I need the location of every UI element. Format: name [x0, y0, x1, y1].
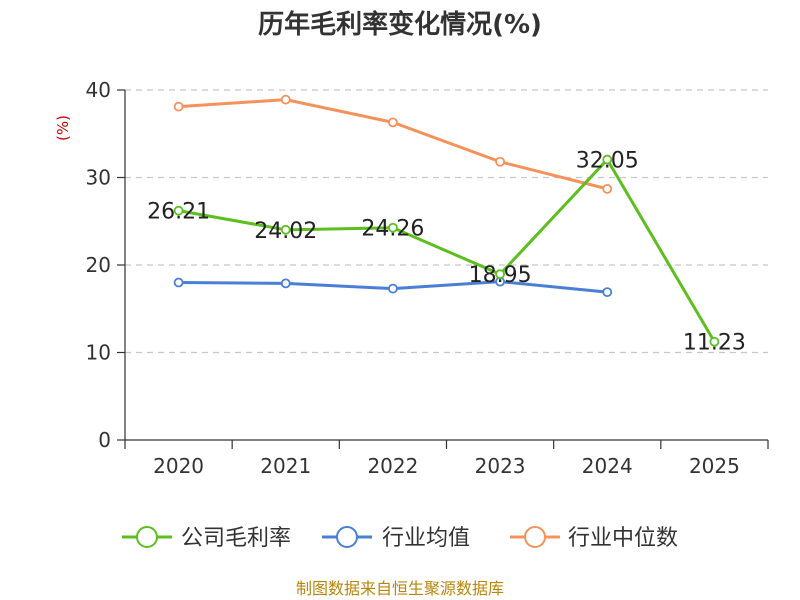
data-point-1-2024: [602, 287, 613, 298]
data-label-0-2022: 24.26: [361, 217, 424, 242]
data-point-2-2022: [388, 117, 398, 128]
data-label-0-2020: 26.21: [147, 200, 210, 225]
legend-label-2: 行业中位数: [568, 526, 678, 551]
series-2: [173, 94, 613, 194]
data-point-0-2020: [173, 205, 184, 216]
series-layer: 26.21 24.02 24.26 18.95 32.05 11.23: [147, 94, 746, 356]
y-tick-label-30: 30: [86, 166, 111, 190]
y-tick-label-40: 40: [86, 78, 111, 102]
x-tick-label-2023: 2023: [475, 454, 526, 478]
series-line-0: [178, 158, 716, 343]
x-tick-label-2024: 2024: [582, 454, 633, 478]
legend: 公司毛利率 行业均值 行业中位数: [122, 526, 678, 551]
x-tick-label-2021: 2021: [260, 454, 311, 478]
data-point-0-2023: [495, 269, 505, 280]
chart-title: 历年毛利率变化情况(%): [258, 9, 542, 40]
data-point-0-2022: [388, 222, 398, 233]
series-0: 26.21 24.02 24.26 18.95 32.05 11.23: [147, 149, 746, 356]
y-axis-unit-label: (%): [54, 115, 72, 141]
x-tick-label-2025: 2025: [689, 454, 740, 478]
data-label-0-2021: 24.02: [254, 219, 317, 244]
legend-item-1: 行业均值: [322, 526, 470, 551]
axes: 0 10 20 30 40 2020 2021 2022 2023 2024 2025: [86, 78, 769, 478]
data-label-0-2024: 32.05: [576, 149, 639, 174]
legend-item-0: 公司毛利率: [122, 526, 291, 551]
legend-marker-0: [136, 526, 158, 548]
legend-marker-1: [336, 526, 358, 548]
x-tick-label-2022: 2022: [367, 454, 418, 478]
legend-marker-2: [524, 526, 546, 548]
data-point-2-2024: [602, 183, 613, 194]
series-1: [173, 276, 613, 298]
data-label-0-2023: 18.95: [469, 263, 532, 288]
data-point-1-2022: [388, 283, 398, 294]
data-point-2-2020: [173, 101, 184, 112]
data-point-0-2021: [280, 224, 291, 235]
data-point-1-2020: [173, 277, 184, 288]
y-tick-label-20: 20: [86, 253, 111, 277]
data-point-2-2021: [280, 94, 291, 105]
x-tick-label-2020: 2020: [153, 454, 204, 478]
data-label-0-2025: 11.23: [683, 331, 746, 356]
y-tick-label-0: 0: [98, 428, 111, 452]
legend-item-2: 行业中位数: [510, 526, 678, 551]
data-point-1-2021: [280, 278, 291, 289]
legend-label-1: 行业均值: [382, 526, 470, 551]
grid-lines: [125, 89, 768, 354]
series-line-2: [178, 98, 608, 191]
data-point-0-2025: [709, 336, 720, 347]
legend-label-0: 公司毛利率: [181, 526, 291, 551]
data-point-0-2024: [602, 154, 613, 165]
data-point-2-2023: [495, 156, 505, 167]
y-tick-label-10: 10: [86, 341, 111, 365]
source-note: 制图数据来自恒生聚源数据库: [296, 579, 504, 598]
